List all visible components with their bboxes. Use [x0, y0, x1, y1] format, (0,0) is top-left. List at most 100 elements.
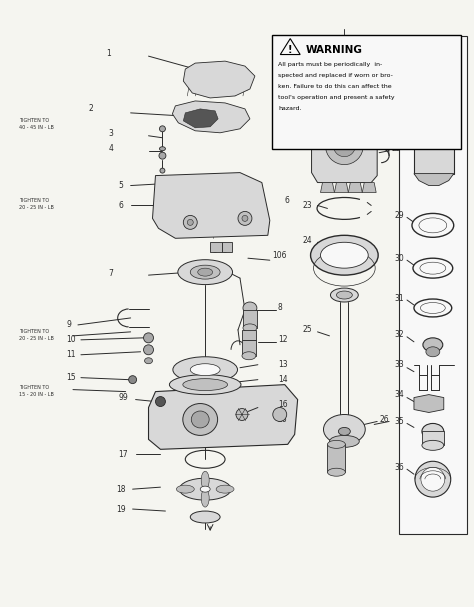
- Ellipse shape: [179, 478, 231, 500]
- Polygon shape: [362, 101, 376, 109]
- Ellipse shape: [419, 50, 447, 63]
- Ellipse shape: [190, 511, 220, 523]
- Text: 9: 9: [66, 320, 71, 330]
- Text: 24: 24: [302, 236, 312, 245]
- Ellipse shape: [338, 427, 350, 435]
- Ellipse shape: [159, 152, 166, 159]
- Text: 11: 11: [66, 350, 75, 359]
- Text: 29: 29: [394, 211, 404, 220]
- Ellipse shape: [323, 415, 365, 444]
- Text: 6: 6: [285, 196, 290, 205]
- Ellipse shape: [329, 435, 359, 447]
- Ellipse shape: [425, 121, 443, 137]
- Polygon shape: [320, 101, 335, 109]
- Text: 40 - 45 IN - LB: 40 - 45 IN - LB: [19, 125, 54, 131]
- Text: 3: 3: [109, 129, 114, 138]
- Ellipse shape: [144, 345, 154, 354]
- Ellipse shape: [198, 268, 213, 276]
- Text: 18: 18: [116, 484, 125, 493]
- Ellipse shape: [160, 168, 165, 173]
- Text: 8: 8: [278, 304, 283, 313]
- Text: 12: 12: [278, 335, 287, 344]
- Polygon shape: [362, 183, 376, 192]
- Ellipse shape: [169, 375, 241, 395]
- Ellipse shape: [330, 288, 358, 302]
- Ellipse shape: [238, 211, 252, 225]
- Text: 23: 23: [302, 201, 312, 210]
- Ellipse shape: [178, 260, 233, 285]
- Ellipse shape: [200, 486, 210, 492]
- Ellipse shape: [183, 215, 197, 229]
- Ellipse shape: [421, 467, 445, 491]
- Polygon shape: [414, 395, 444, 413]
- Bar: [414, 79, 454, 174]
- Ellipse shape: [216, 485, 234, 493]
- Text: 99: 99: [118, 393, 128, 402]
- Ellipse shape: [333, 135, 356, 157]
- Ellipse shape: [190, 364, 220, 376]
- Bar: [328, 444, 346, 472]
- Text: 13: 13: [278, 360, 287, 369]
- Ellipse shape: [159, 147, 165, 151]
- Text: 36: 36: [394, 463, 404, 472]
- Text: spected and replaced if worn or bro-: spected and replaced if worn or bro-: [278, 73, 393, 78]
- Ellipse shape: [144, 333, 154, 343]
- Ellipse shape: [413, 258, 453, 278]
- Ellipse shape: [176, 485, 194, 493]
- Text: 34: 34: [394, 390, 404, 399]
- Text: 1: 1: [106, 49, 110, 58]
- Polygon shape: [335, 183, 348, 192]
- Bar: [242, 340, 256, 356]
- Ellipse shape: [420, 302, 445, 313]
- Ellipse shape: [328, 440, 346, 449]
- Text: 32: 32: [394, 330, 404, 339]
- Text: 26: 26: [278, 415, 287, 424]
- Text: 35: 35: [394, 417, 404, 426]
- Text: TIGHTEN TO: TIGHTEN TO: [19, 198, 49, 203]
- Ellipse shape: [201, 471, 209, 489]
- Text: 25: 25: [302, 325, 312, 334]
- Ellipse shape: [159, 126, 165, 132]
- Text: ken. Failure to do this can affect the: ken. Failure to do this can affect the: [278, 84, 392, 89]
- Polygon shape: [280, 39, 300, 55]
- Ellipse shape: [320, 242, 368, 268]
- Polygon shape: [414, 174, 454, 186]
- Ellipse shape: [183, 404, 218, 435]
- Ellipse shape: [423, 338, 443, 352]
- Text: 26: 26: [379, 415, 389, 424]
- Polygon shape: [318, 61, 371, 84]
- Ellipse shape: [414, 299, 452, 317]
- Polygon shape: [335, 101, 348, 109]
- Text: 20: 20: [305, 55, 314, 64]
- Polygon shape: [348, 183, 362, 192]
- Text: 6: 6: [118, 201, 124, 210]
- Text: 28: 28: [394, 92, 403, 100]
- Ellipse shape: [337, 291, 352, 299]
- Text: TIGHTEN TO: TIGHTEN TO: [19, 385, 49, 390]
- Polygon shape: [348, 101, 362, 109]
- Text: 19: 19: [116, 504, 125, 514]
- Ellipse shape: [191, 411, 209, 428]
- Ellipse shape: [430, 125, 438, 132]
- Polygon shape: [183, 61, 255, 98]
- Ellipse shape: [326, 127, 363, 164]
- Polygon shape: [311, 109, 377, 183]
- Text: 21: 21: [302, 97, 312, 106]
- Text: tool's operation and present a safety: tool's operation and present a safety: [278, 95, 395, 100]
- Ellipse shape: [415, 461, 451, 497]
- Text: hazard.: hazard.: [278, 106, 302, 111]
- Polygon shape: [308, 69, 331, 91]
- Ellipse shape: [413, 46, 453, 66]
- Bar: [243, 310, 257, 328]
- Text: 17: 17: [118, 450, 128, 459]
- Ellipse shape: [211, 244, 219, 253]
- Text: 106: 106: [272, 251, 286, 260]
- Polygon shape: [183, 109, 218, 128]
- Ellipse shape: [273, 407, 287, 421]
- Ellipse shape: [190, 265, 220, 279]
- Ellipse shape: [221, 244, 229, 253]
- Ellipse shape: [420, 262, 446, 274]
- Ellipse shape: [201, 489, 209, 507]
- Text: 7: 7: [109, 269, 114, 277]
- Text: !: !: [288, 44, 292, 55]
